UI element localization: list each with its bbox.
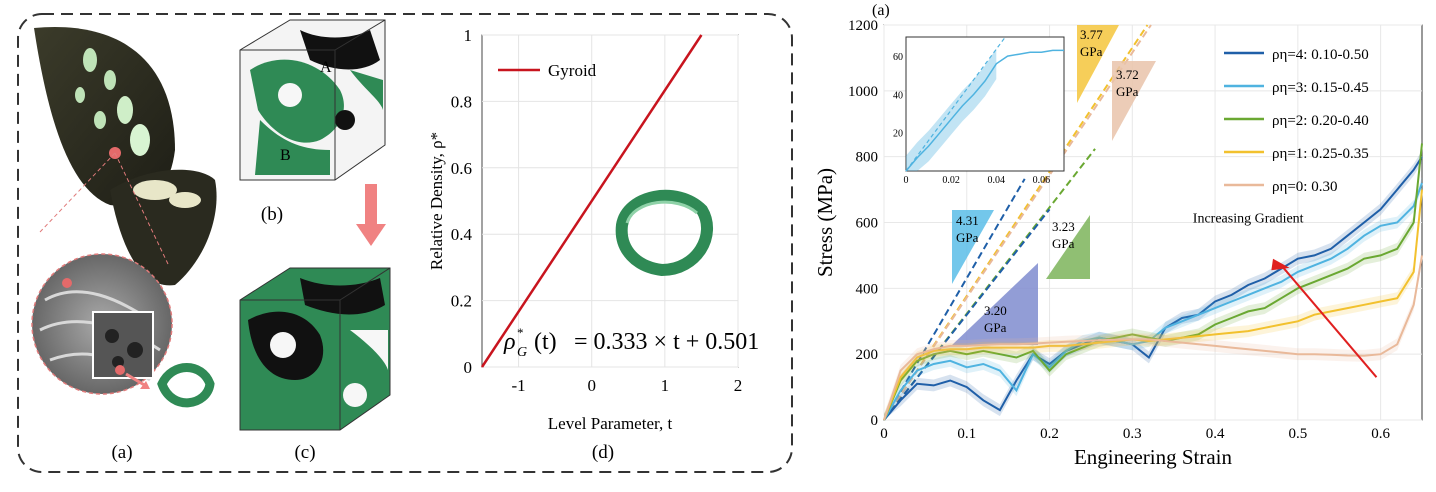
- modulus-value: 3.77: [1080, 27, 1103, 42]
- modulus-line: [883, 208, 1051, 421]
- inset-x-tick: 0: [904, 175, 909, 186]
- series-line: [883, 255, 1423, 421]
- stress-x-tick: 0.6: [1371, 426, 1390, 442]
- modulus-unit: GPa: [984, 320, 1007, 335]
- gyroid-ring-illustration: [615, 189, 713, 277]
- ring-highlight: [625, 200, 699, 224]
- modulus-line: [883, 178, 1026, 421]
- stress-y-tick: 200: [856, 347, 879, 363]
- modulus-box: [1046, 215, 1090, 279]
- stress-x-tick: 0: [880, 426, 888, 442]
- inset-y-tick: 40: [893, 90, 903, 101]
- inset-curve: [905, 49, 1064, 172]
- density-y-tick: 1: [464, 26, 473, 45]
- modulus-value: 3.20: [984, 303, 1007, 318]
- density-x-tick: -1: [511, 376, 525, 395]
- gyroid-line: [480, 34, 703, 368]
- modulus-box: [952, 263, 1038, 345]
- stress-y-tick: 1200: [848, 18, 878, 34]
- equation-arg: (t): [534, 329, 557, 355]
- modulus-box: [952, 210, 994, 284]
- density-x-axis-label: Level Parameter, t: [548, 414, 673, 433]
- modulus-line: [883, 24, 1152, 421]
- annotation-increasing-gradient: Increasing Gradient: [1193, 212, 1304, 227]
- equation-sub: G: [517, 345, 527, 360]
- inset-x-tick: 0.06: [1033, 175, 1051, 186]
- equation-sup: *: [517, 325, 524, 340]
- label-d: (d): [592, 442, 614, 463]
- equation-rho: ρ: [503, 329, 516, 355]
- series-line: [883, 156, 1423, 421]
- modulus-unit: GPa: [1080, 44, 1103, 59]
- stress-x-tick: 0.3: [1123, 426, 1142, 442]
- density-x-tick: 0: [587, 376, 596, 395]
- left-panel-frame: [17, 13, 793, 473]
- modulus-value: 4.31: [956, 213, 979, 228]
- density-chart: -1 0 1 2 0 0.2 0.4 0.6 0.8 1 Gyroid Level Parameter…: [427, 26, 759, 433]
- cube-point-b: B: [280, 147, 291, 164]
- density-y-tick: 0.2: [451, 292, 472, 311]
- modulus-unit: GPa: [1116, 84, 1139, 99]
- legend-label: ρη=2: 0.20-0.40: [1272, 113, 1369, 129]
- legend-label: ρη=0: 0.30: [1272, 179, 1337, 195]
- modulus-value: 3.72: [1116, 67, 1139, 82]
- modulus-unit: GPa: [956, 230, 979, 245]
- modulus-value: 3.23: [1052, 219, 1075, 234]
- legend-label: ρη=1: 0.25-0.35: [1272, 146, 1369, 162]
- legend-label: ρη=3: 0.15-0.45: [1272, 80, 1369, 96]
- inset-x-tick: 0.02: [942, 175, 960, 186]
- density-y-tick: 0.4: [451, 225, 473, 244]
- stress-y-tick: 800: [856, 150, 879, 166]
- stress-panel-label: (a): [872, 2, 890, 19]
- label-c: (c): [294, 442, 315, 463]
- stress-y-axis-label: Stress (MPa): [813, 168, 837, 277]
- stress-x-axis-label: Engineering Strain: [1074, 445, 1233, 469]
- stress-x-tick: 0.4: [1206, 426, 1225, 442]
- gyroid-cube-b: A B: [239, 19, 386, 181]
- label-b: (b): [261, 204, 283, 225]
- stress-y-tick: 600: [856, 216, 879, 232]
- cube-point-a: A: [320, 59, 332, 76]
- butterfly-illustration: [31, 27, 217, 408]
- stress-y-tick: 0: [871, 413, 879, 429]
- density-x-tick: 2: [734, 376, 743, 395]
- series-line: [883, 182, 1423, 421]
- density-y-tick: 0.8: [451, 92, 472, 111]
- density-y-tick: 0: [464, 358, 473, 377]
- gyroid-cube-c: [239, 267, 391, 431]
- density-x-tick: 1: [661, 376, 670, 395]
- inset-x-tick: 0.04: [988, 175, 1006, 186]
- stress-y-tick: 1000: [848, 84, 878, 100]
- gradient-arrow-head: [1271, 258, 1290, 271]
- stress-strain-chart: 0 0.1 0.2 0.3 0.4 0.5 0.6020040060080010001200…: [813, 2, 1423, 469]
- inset-y-tick: 60: [893, 52, 903, 63]
- modulus-box: [1077, 25, 1119, 103]
- ring-shape: [615, 189, 713, 277]
- inset-plot-area: [905, 36, 1065, 172]
- down-arrow: [356, 184, 386, 246]
- modulus-box: [1112, 61, 1156, 141]
- gradient-arrow-shaft: [1280, 264, 1378, 378]
- legend-gyroid-label: Gyroid: [548, 61, 597, 80]
- density-y-axis-label: Relative Density, ρ*: [427, 132, 446, 270]
- legend-label: ρη=4: 0.10-0.50: [1272, 47, 1369, 63]
- stress-x-tick: 0.2: [1040, 426, 1059, 442]
- stress-y-tick: 400: [856, 281, 879, 297]
- inset-y-tick: 20: [893, 129, 903, 140]
- label-a: (a): [111, 442, 132, 463]
- equation-rhs: = 0.333 × t + 0.501: [574, 329, 759, 355]
- density-y-tick: 0.6: [451, 159, 472, 178]
- stress-x-tick: 0.5: [1288, 426, 1307, 442]
- stress-x-tick: 0.1: [957, 426, 976, 442]
- series-band: [884, 137, 1422, 420]
- series-band: [884, 249, 1422, 420]
- modulus-unit: GPa: [1052, 236, 1075, 251]
